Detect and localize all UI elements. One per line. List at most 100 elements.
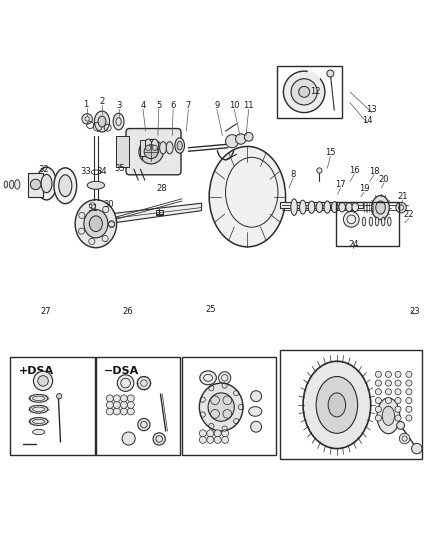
Circle shape [375,372,381,377]
Text: 3: 3 [116,101,121,110]
Ellipse shape [251,421,261,432]
Ellipse shape [117,375,134,391]
Ellipse shape [352,203,358,212]
Ellipse shape [138,376,150,390]
Text: 27: 27 [40,306,50,316]
Ellipse shape [159,142,166,154]
Circle shape [244,133,253,141]
Circle shape [412,443,422,454]
Text: 11: 11 [244,101,254,110]
Text: 5: 5 [156,101,161,110]
Circle shape [38,376,48,386]
Circle shape [343,212,359,227]
Text: 16: 16 [349,166,360,175]
Text: 18: 18 [369,167,379,176]
Circle shape [106,395,113,402]
Text: 14: 14 [362,116,373,125]
Ellipse shape [283,71,325,112]
Circle shape [375,380,381,386]
Ellipse shape [346,203,353,212]
Ellipse shape [291,199,297,215]
Bar [117,136,130,167]
Circle shape [113,408,120,415]
Circle shape [385,389,392,395]
Ellipse shape [376,201,385,214]
Circle shape [395,406,401,413]
Ellipse shape [166,142,173,154]
Ellipse shape [388,217,391,226]
Circle shape [385,415,392,421]
Ellipse shape [32,430,45,434]
Text: 26: 26 [122,306,133,316]
Ellipse shape [332,201,338,213]
Circle shape [395,389,401,395]
Ellipse shape [145,139,152,157]
Circle shape [395,415,401,421]
Ellipse shape [300,200,306,214]
Ellipse shape [375,217,379,226]
Ellipse shape [316,201,323,213]
Circle shape [120,401,127,408]
Ellipse shape [372,196,389,220]
Polygon shape [280,202,363,208]
Bar [140,140,145,156]
Ellipse shape [84,209,108,238]
Circle shape [406,398,412,403]
Ellipse shape [251,391,261,402]
Text: 35: 35 [114,164,125,173]
Ellipse shape [94,111,110,132]
Circle shape [236,134,246,144]
Text: 1: 1 [83,100,88,109]
Circle shape [122,432,135,445]
Circle shape [199,430,206,437]
Ellipse shape [219,372,231,384]
Ellipse shape [41,174,52,193]
Text: 6: 6 [170,101,176,110]
Ellipse shape [87,181,105,189]
Text: 28: 28 [156,184,167,193]
Bar [96,357,180,455]
Ellipse shape [14,180,20,189]
Circle shape [127,401,134,408]
Circle shape [406,380,412,386]
Circle shape [113,395,120,402]
Polygon shape [108,203,201,224]
Ellipse shape [199,383,243,431]
Text: 20: 20 [379,175,389,184]
Circle shape [120,395,127,402]
Circle shape [139,140,163,164]
Circle shape [395,372,401,377]
Ellipse shape [208,393,234,421]
Text: 19: 19 [359,184,369,193]
Ellipse shape [362,217,366,226]
Text: 17: 17 [335,180,346,189]
Circle shape [385,380,392,386]
Ellipse shape [29,394,48,402]
Ellipse shape [151,139,159,157]
Circle shape [146,145,151,150]
Circle shape [406,415,412,421]
Ellipse shape [339,203,346,212]
Ellipse shape [29,405,48,413]
Ellipse shape [299,86,310,98]
Text: +DSA: +DSA [19,367,54,376]
Bar [277,66,342,118]
Ellipse shape [209,147,286,247]
Circle shape [199,437,206,443]
Circle shape [375,415,381,421]
Circle shape [120,408,127,415]
Text: 13: 13 [367,105,377,114]
Circle shape [30,179,41,190]
Ellipse shape [113,113,124,130]
Ellipse shape [89,216,102,231]
Text: 31: 31 [87,204,98,213]
Circle shape [375,406,381,413]
Circle shape [406,406,412,413]
Ellipse shape [328,393,346,417]
Ellipse shape [303,361,371,449]
Text: 2: 2 [99,97,105,106]
Text: 30: 30 [104,200,114,209]
Circle shape [395,398,401,403]
Text: −DSA: −DSA [104,367,139,376]
Ellipse shape [316,376,357,433]
